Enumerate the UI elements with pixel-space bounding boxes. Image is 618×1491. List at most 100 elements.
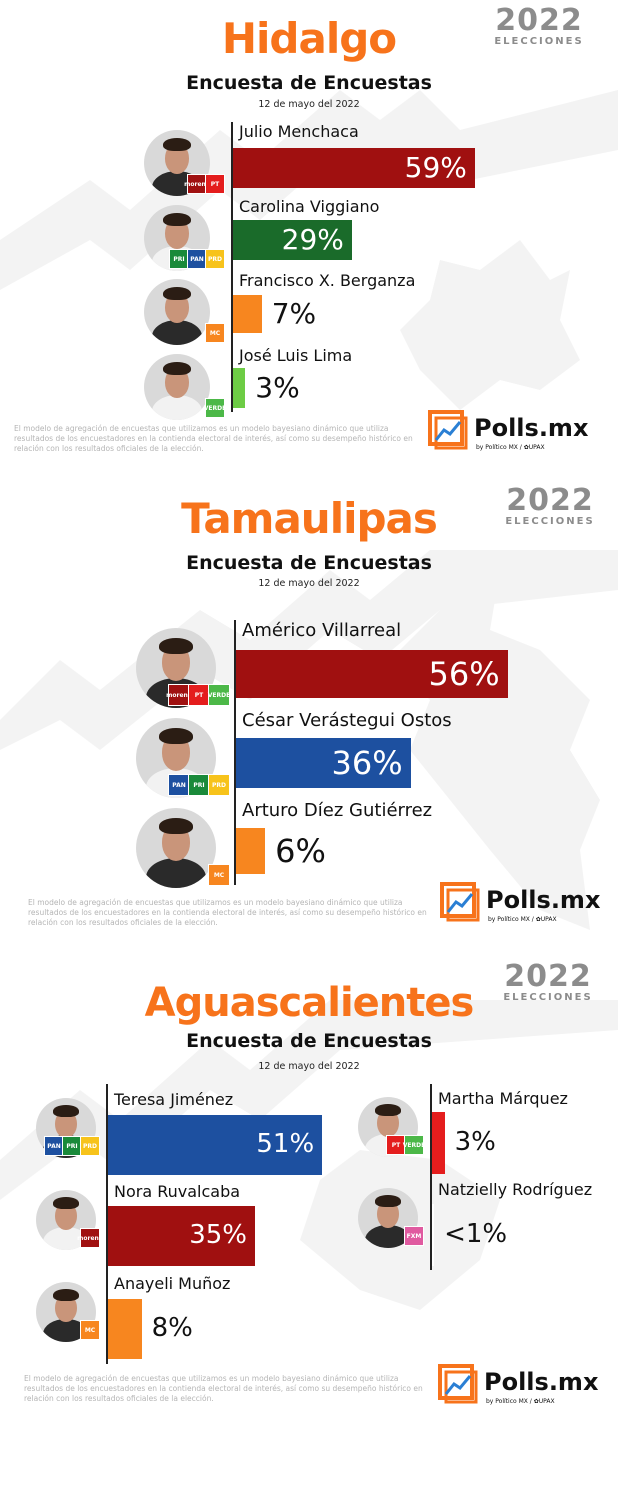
candidate-name: Julio Menchaca [239, 122, 359, 141]
candidate-suit [151, 394, 203, 420]
polls-mx-logo: Polls.mx by Político MX / ✿UPAX [428, 410, 598, 460]
party-logo-fxm: FXM [404, 1226, 424, 1246]
polls-name: Polls.mx [486, 886, 601, 914]
candidate-name: Martha Márquez [438, 1089, 568, 1108]
section-subtitle: Encuesta de Encuestas [186, 72, 432, 94]
candidate-hair [163, 361, 191, 376]
party-logo-mc: MC [208, 864, 230, 886]
candidate-hair [53, 1197, 79, 1210]
candidate-hair [375, 1195, 401, 1208]
polls-by: by Político MX / ✿UPAX [488, 916, 557, 923]
candidate-suit [43, 1319, 89, 1342]
party-logo-verde: VERDE [204, 398, 226, 418]
section-title: Tamaulipas [181, 494, 438, 543]
candidate-photo [136, 808, 216, 888]
polls-by: by Político MX / ✿UPAX [486, 1398, 555, 1405]
candidate-hair [163, 286, 191, 301]
bar-value-label: 51% [256, 1129, 315, 1160]
polls-chart-icon [438, 1364, 478, 1404]
bar [236, 650, 508, 698]
section-hidalgo: Hidalgo Encuesta de Encuestas 12 de mayo… [0, 0, 618, 470]
candidate-name: Nora Ruvalcaba [114, 1182, 241, 1201]
map-shape-hidalgo [400, 240, 580, 410]
party-logo-prd: PRD [205, 249, 225, 269]
chart-axis-left [106, 1084, 108, 1364]
bar-value-label: 29% [281, 223, 344, 257]
party-logo-mc: MC [205, 323, 225, 343]
bar-value-label: 8% [151, 1313, 193, 1344]
chart-axis [231, 122, 233, 412]
bar [233, 295, 262, 333]
candidate-hair [159, 817, 193, 834]
polls-chart-icon [428, 410, 468, 450]
party-logo-pri: PRI [188, 774, 210, 796]
disclaimer: El modelo de agregación de encuestas que… [28, 898, 427, 927]
section-subtitle: Encuesta de Encuestas [186, 1030, 432, 1052]
party-logo-prd: PRD [208, 774, 230, 796]
bar-value-label: 59% [404, 151, 467, 185]
bar [432, 1112, 445, 1174]
candidate-photo [36, 1190, 96, 1250]
logo-year: 2022 [495, 3, 583, 38]
polls-mx-logo: Polls.mx by Político MX / ✿UPAX [440, 882, 610, 932]
chart-axis [234, 620, 236, 885]
party-logo-morena: morena [184, 174, 210, 194]
candidate-hair [53, 1105, 79, 1118]
party-logo-pt: PT [188, 684, 210, 706]
party-logo-mc: MC [80, 1320, 100, 1340]
candidate-name: Arturo Díez Gutiérrez [242, 800, 433, 821]
candidate-name: Francisco X. Berganza [239, 271, 416, 290]
section-title: Aguascalientes [144, 980, 475, 1026]
elecciones-2022-logo: 2022 ELECCIONES [505, 483, 595, 528]
polls-name: Polls.mx [484, 1368, 599, 1396]
party-logo-verde: VERDE [208, 684, 230, 706]
candidate-photo [144, 354, 210, 420]
disclaimer: El modelo de agregación de encuestas que… [14, 424, 413, 453]
elecciones-2022-logo: 2022 ELECCIONES [503, 959, 593, 1004]
party-logo-morena: morena [77, 1228, 103, 1248]
party-logo-pt: PT [205, 174, 225, 194]
party-logo-prd: PRD [80, 1136, 100, 1156]
candidate-photo [358, 1188, 418, 1248]
candidate-suit [43, 1227, 89, 1250]
candidate-suit [365, 1225, 411, 1248]
logo-label: ELECCIONES [494, 36, 584, 47]
candidate-photo [144, 279, 210, 345]
bar [108, 1299, 142, 1359]
logo-year: 2022 [506, 483, 594, 518]
party-logo-pri: PRI [62, 1136, 82, 1156]
bar-value-label: <1% [444, 1219, 508, 1250]
candidate-hair [163, 212, 191, 227]
bar-value-label: 35% [189, 1220, 247, 1251]
logo-year: 2022 [504, 959, 592, 994]
section-aguascalientes: Aguascalientes Encuesta de Encuestas 12 … [0, 950, 618, 1491]
bar-value-label: 6% [275, 831, 326, 870]
map-shape-tamaulipas [390, 550, 600, 930]
polls-chart-icon [440, 882, 480, 922]
candidate-hair [375, 1104, 401, 1117]
bar [108, 1115, 323, 1175]
section-date: 12 de mayo del 2022 [258, 578, 360, 589]
candidate-name: Anayeli Muñoz [114, 1274, 231, 1293]
candidate-name: César Verástegui Ostos [242, 710, 452, 731]
party-logo-pan: PAN [187, 249, 207, 269]
bar-value-label: 56% [428, 654, 500, 693]
bar-value-label: 3% [454, 1127, 496, 1158]
party-logo-pri: PRI [169, 249, 189, 269]
candidate-name: Teresa Jiménez [114, 1090, 234, 1109]
party-logo-pan: PAN [168, 774, 190, 796]
bar-value-label: 7% [271, 297, 317, 331]
candidate-name: Natzielly Rodríguez [438, 1180, 593, 1199]
logo-label: ELECCIONES [503, 992, 593, 1003]
bar [108, 1206, 255, 1266]
party-logo-pan: PAN [44, 1136, 64, 1156]
polls-name: Polls.mx [474, 414, 589, 442]
background-arrow-shape [0, 1000, 618, 1200]
polls-by: by Político MX / ✿UPAX [476, 444, 545, 451]
party-logo-pt: PT [386, 1135, 406, 1155]
section-tamaulipas: Tamaulipas Encuesta de Encuestas 12 de m… [0, 470, 618, 950]
bar [236, 828, 266, 874]
disclaimer: El modelo de agregación de encuestas que… [24, 1374, 423, 1403]
candidate-name: José Luis Lima [239, 346, 353, 365]
candidate-hair [159, 637, 193, 654]
